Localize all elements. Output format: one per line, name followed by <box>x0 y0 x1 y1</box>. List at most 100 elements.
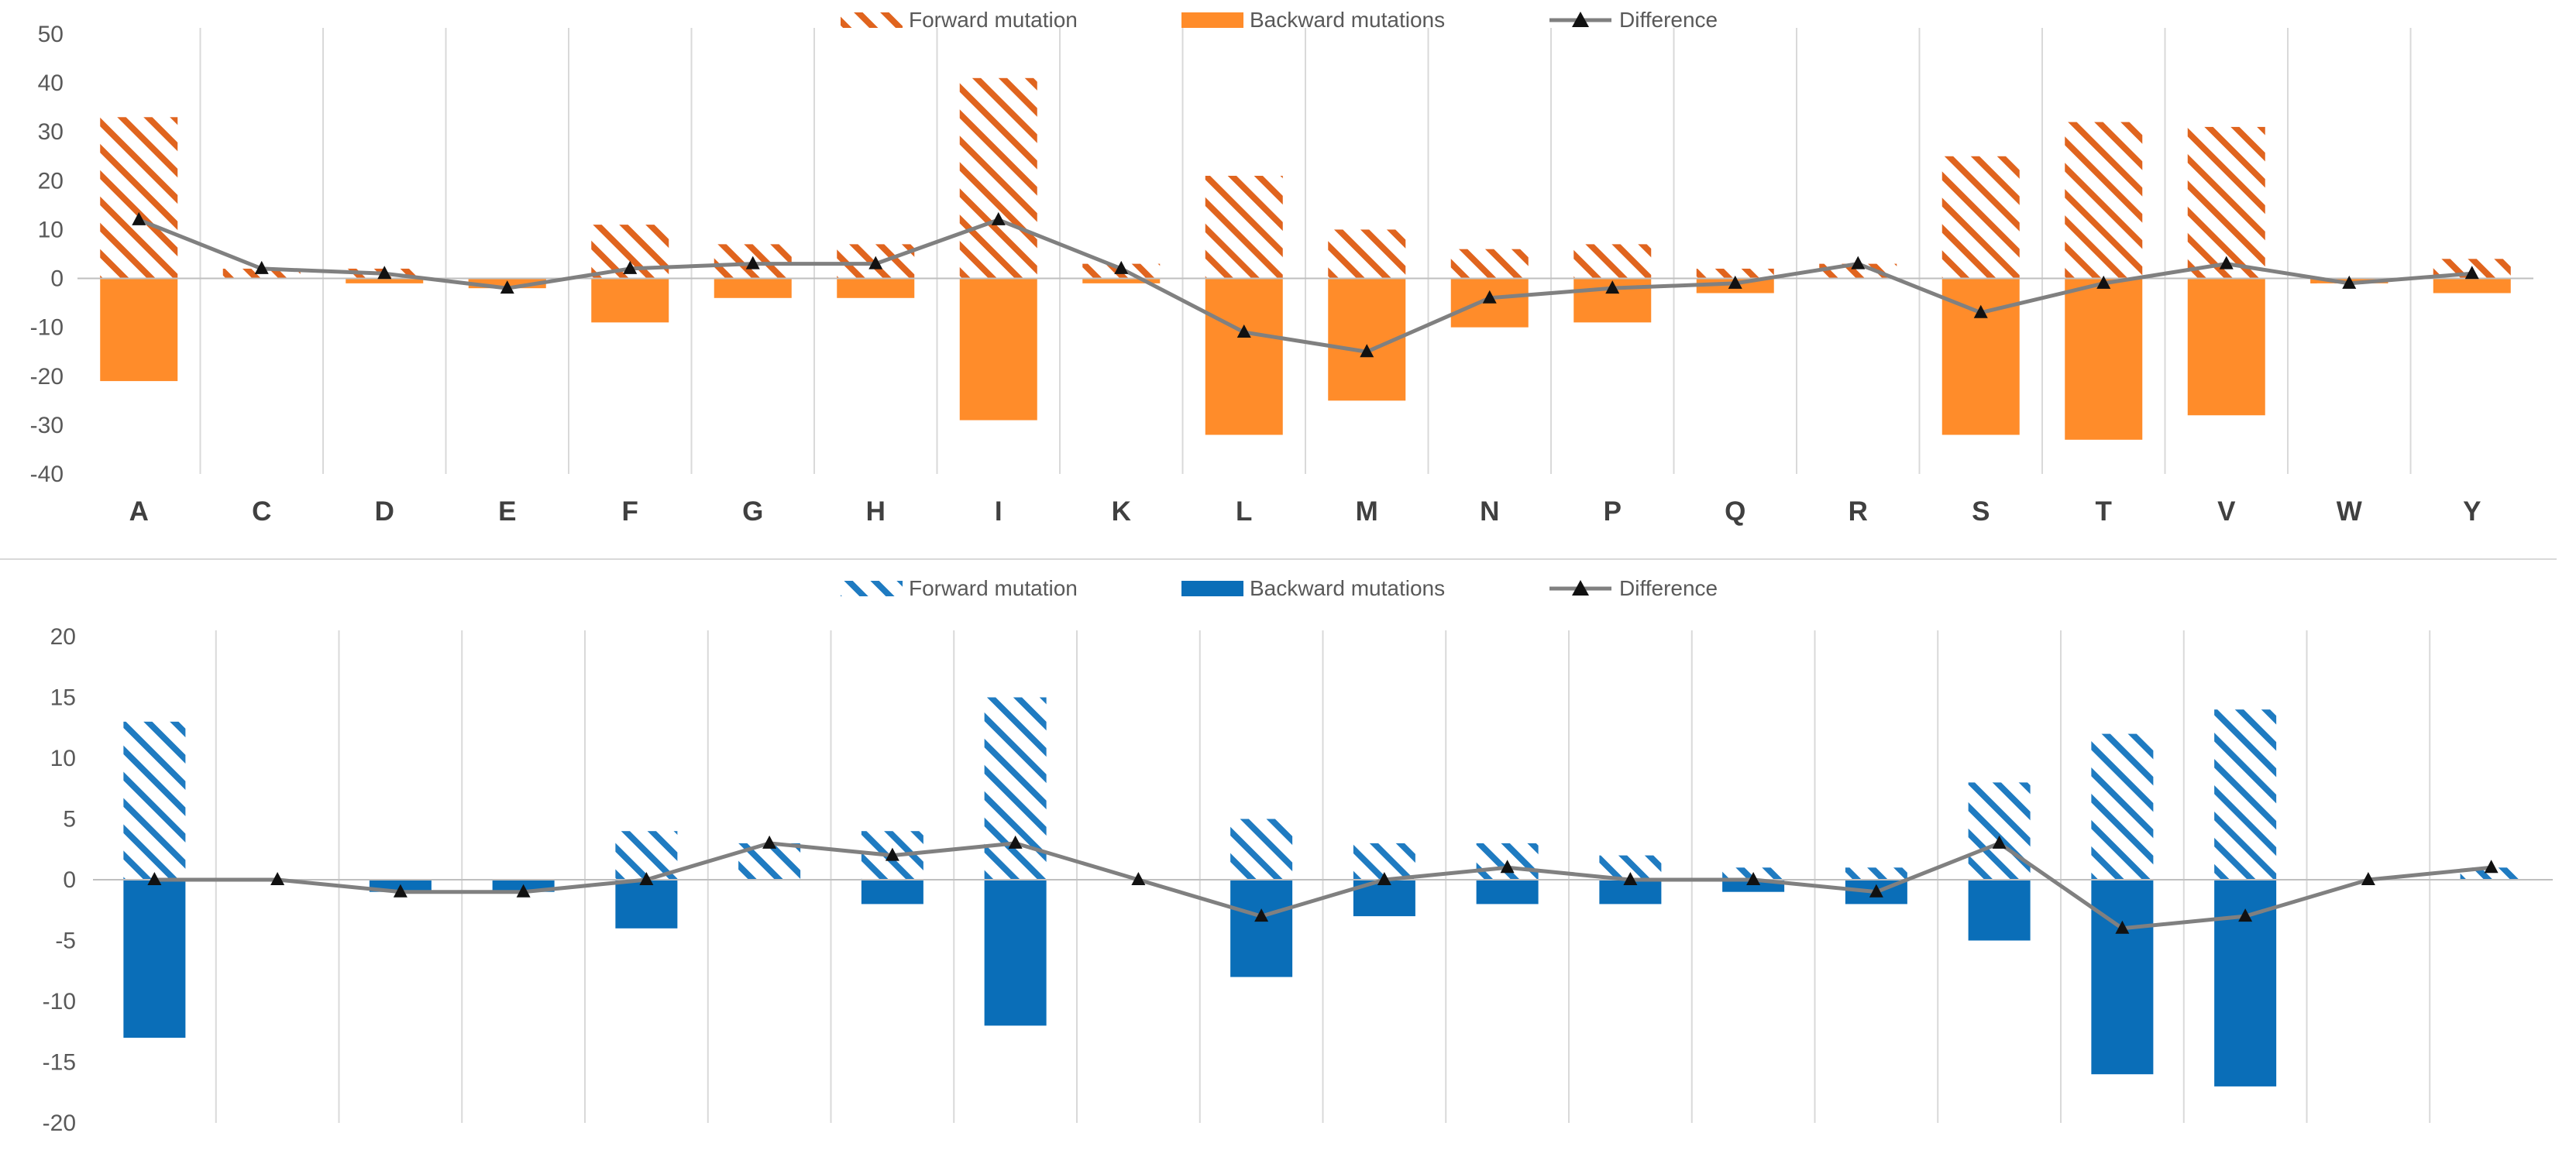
difference-marker <box>1851 256 1866 269</box>
difference-marker <box>2361 872 2375 885</box>
category-label: Q <box>1725 496 1745 527</box>
legend-backward-label: Backward mutations <box>1250 576 1445 600</box>
backward-mutation-bar <box>959 278 1037 421</box>
category-label: E <box>498 496 516 527</box>
difference-marker <box>745 256 760 269</box>
difference-line <box>138 218 2472 354</box>
y-tick-label: -10 <box>30 315 64 341</box>
difference-marker <box>1131 872 1146 885</box>
y-tick-label: -30 <box>30 413 64 438</box>
forward-mutation-bar <box>2187 126 2265 279</box>
difference-marker <box>147 872 162 885</box>
y-tick-label: -15 <box>43 1050 76 1076</box>
forward-mutation-bar <box>959 77 1037 279</box>
legend-backward-swatch <box>1181 581 1243 596</box>
forward-mutation-bar <box>1845 867 1907 880</box>
difference-marker <box>1623 872 1638 885</box>
y-tick-label: 40 <box>38 70 64 96</box>
difference-marker <box>1500 860 1515 874</box>
difference-marker <box>2096 275 2111 289</box>
difference-marker <box>1605 280 1620 294</box>
category-label: K <box>1112 496 1131 527</box>
legend-difference-label: Difference <box>1619 8 1718 32</box>
category-label: M <box>1356 496 1378 527</box>
y-tick-label: 50 <box>38 22 64 47</box>
difference-marker <box>2484 860 2499 874</box>
difference-line <box>154 841 2492 931</box>
backward-mutation-bar <box>984 880 1047 1026</box>
y-tick-label: 10 <box>50 746 76 771</box>
difference-marker <box>639 872 654 885</box>
difference-marker <box>254 260 269 274</box>
legend-forward-swatch <box>841 12 903 28</box>
category-label: N <box>1480 496 1499 527</box>
difference-marker <box>623 260 638 274</box>
difference-marker <box>270 872 285 885</box>
backward-mutation-bar <box>1205 278 1283 435</box>
legend: Forward mutation Backward mutations Diff… <box>841 8 1718 32</box>
legend-forward-label: Forward mutation <box>909 576 1078 600</box>
difference-marker <box>2115 920 2130 934</box>
y-tick-label: -5 <box>55 929 76 954</box>
category-label: T <box>2096 496 2112 527</box>
y-tick-label: 0 <box>50 266 64 292</box>
backward-mutation-bar <box>2091 880 2154 1075</box>
forward-mutation-bar <box>1941 156 2020 279</box>
difference-marker <box>1746 872 1761 885</box>
difference-marker <box>1008 835 1023 849</box>
difference-marker <box>1482 290 1497 304</box>
backward-mutation-bar <box>123 880 186 1038</box>
difference-marker <box>1360 344 1374 358</box>
forward-mutation-bar <box>1205 176 1283 279</box>
category-label: S <box>1972 496 1990 527</box>
category-label: F <box>622 496 638 527</box>
top-chart: Forward mutation Backward mutations Diff… <box>30 8 2533 527</box>
difference-marker <box>2464 266 2479 280</box>
backward-mutation-bar <box>1082 278 1161 283</box>
forward-mutation-bar <box>2091 733 2154 880</box>
backward-mutation-bar <box>2065 278 2143 440</box>
backward-mutation-bar <box>861 880 923 905</box>
difference-marker <box>885 847 899 861</box>
difference-marker <box>1992 835 2007 849</box>
difference-marker <box>991 211 1006 225</box>
difference-marker <box>1236 324 1251 338</box>
legend-backward-label: Backward mutations <box>1250 8 1445 32</box>
category-label: D <box>375 496 394 527</box>
legend-backward-swatch <box>1181 12 1243 28</box>
backward-mutation-bar <box>1230 880 1293 977</box>
category-label: P <box>1604 496 1622 527</box>
forward-mutation-bar <box>1328 229 1406 279</box>
y-tick-label: -20 <box>30 364 64 390</box>
y-tick-label: 20 <box>50 624 76 650</box>
category-label: C <box>252 496 271 527</box>
difference-marker <box>868 256 883 269</box>
y-tick-label: 20 <box>38 168 64 194</box>
legend-difference-marker <box>1572 12 1589 27</box>
category-label: R <box>1849 496 1868 527</box>
difference-marker <box>1114 260 1129 274</box>
bottom-chart: Forward mutation Backward mutations Diff… <box>43 576 2553 1136</box>
y-tick-label: -10 <box>43 989 76 1014</box>
difference-marker <box>500 280 514 294</box>
backward-mutation-bar <box>837 278 915 298</box>
difference-marker <box>1728 275 1742 289</box>
category-label: V <box>2217 496 2236 527</box>
backward-mutation-bar <box>591 278 669 323</box>
category-label: A <box>129 496 149 527</box>
difference-marker <box>2219 256 2234 269</box>
backward-mutation-bar <box>2187 278 2265 416</box>
backward-mutation-bar <box>714 278 792 298</box>
difference-marker <box>1973 304 1988 318</box>
forward-mutation-bar <box>2214 709 2277 880</box>
legend-forward-swatch <box>841 581 903 596</box>
legend-forward-label: Forward mutation <box>909 8 1078 32</box>
legend-difference-label: Difference <box>1619 576 1718 600</box>
backward-mutation-bar <box>1476 880 1539 905</box>
forward-mutation-bar <box>100 117 178 279</box>
y-tick-label: 30 <box>38 119 64 145</box>
difference-marker <box>377 266 392 280</box>
category-label: H <box>866 496 886 527</box>
backward-mutation-bar <box>1968 880 2031 941</box>
